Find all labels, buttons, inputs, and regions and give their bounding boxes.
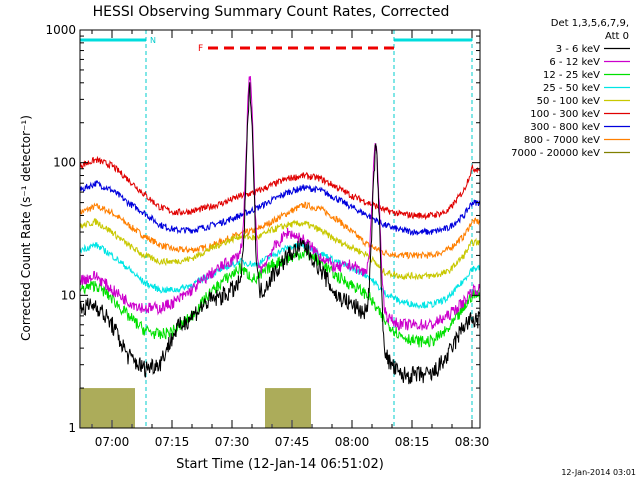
legend-header: Det 1,3,5,6,7,9,	[551, 18, 629, 29]
series-25-50-keV-trace	[79, 241, 481, 310]
plot-frame	[79, 29, 481, 429]
series-300-800-keV-trace	[79, 180, 481, 237]
chart-title: HESSI Observing Summary Count Rates, Cor…	[93, 4, 450, 20]
x-tick-label: 07:30	[215, 435, 250, 449]
x-tick-label: 08:15	[395, 435, 430, 449]
y-tick-label: 1000	[45, 23, 76, 37]
legend: Det 1,3,5,6,7,9, Att 0 3 - 6 keV 6 - 12 keV…	[511, 18, 630, 159]
legend-label: 800 - 7000 keV	[524, 135, 600, 146]
legend-label: 25 - 50 keV	[543, 83, 600, 94]
y-axis-label: Corrected Count Rate (s⁻¹ detector⁻¹)	[19, 115, 33, 341]
series-50-100-keV-trace	[79, 217, 481, 281]
legend-label: 6 - 12 keV	[549, 57, 600, 68]
flare-label: F	[198, 44, 203, 54]
series-100-300-keV-trace	[79, 155, 480, 221]
x-axis-label: Start Time (12-Jan-14 06:51:02)	[176, 457, 384, 472]
y-tick-label: 1	[68, 421, 76, 435]
series-800-7000-keV-trace	[79, 201, 481, 260]
series-6-12-keV-trace	[79, 76, 481, 331]
eclipse-label: N	[150, 36, 156, 45]
series-7000-20000-keV-trace	[79, 388, 311, 428]
y-tick-label: 100	[53, 156, 76, 170]
x-tick-label: 07:00	[95, 435, 130, 449]
legend-label: 7000 - 20000 keV	[511, 148, 600, 159]
x-tick-label: 08:00	[335, 435, 370, 449]
legend-label: 50 - 100 keV	[537, 96, 601, 107]
legend-label: 12 - 25 keV	[543, 70, 600, 81]
legend-label: 100 - 300 keV	[530, 109, 600, 120]
legend-label: 3 - 6 keV	[556, 44, 600, 55]
x-tick-label: 07:15	[155, 435, 190, 449]
legend-header: Att 0	[605, 31, 629, 42]
series-3-6-keV-trace	[79, 82, 481, 385]
x-tick-label: 07:45	[275, 435, 310, 449]
y-tick-label: 10	[61, 288, 76, 302]
timestamp: 12-Jan-2014 03:01	[561, 468, 636, 477]
legend-label: 300 - 800 keV	[530, 122, 600, 133]
x-tick-label: 08:30	[455, 435, 490, 449]
